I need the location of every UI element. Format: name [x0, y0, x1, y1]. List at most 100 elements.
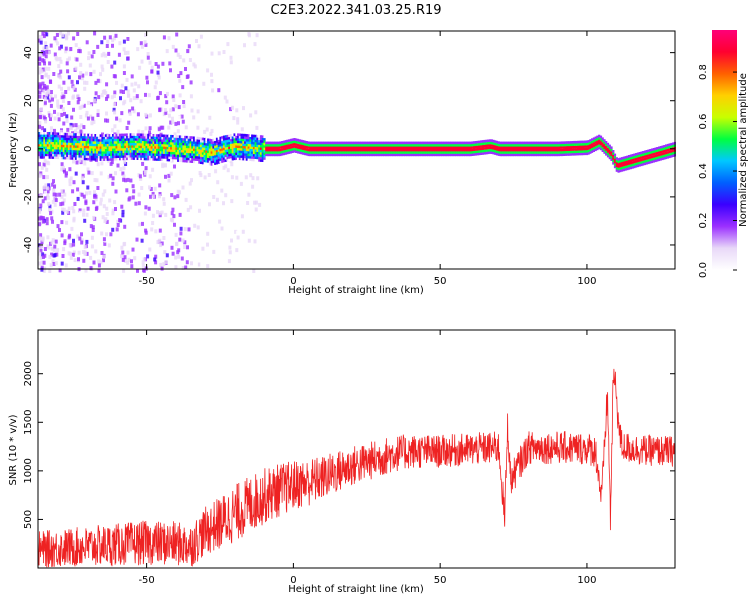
spectrogram-cell [550, 141, 553, 145]
spectrogram-cell [670, 152, 673, 156]
spectrogram-cell [226, 156, 229, 160]
spectrogram-cell [138, 150, 141, 153]
spectrogram-cell [425, 141, 428, 145]
spectrogram-cell [328, 146, 331, 149]
spectrogram-cell [547, 146, 550, 149]
spectrogram-cell [279, 151, 282, 154]
spectrogram-cell [38, 222, 42, 227]
spectrogram-cell [365, 153, 368, 157]
spectrogram-cell [49, 93, 53, 98]
spectrogram-cell [179, 231, 183, 236]
spectrogram-cell [552, 153, 555, 157]
spectrogram-cell [64, 156, 67, 160]
spectrogram-cell [89, 148, 92, 151]
spectrogram-cell [117, 138, 120, 142]
spectrogram-cell [619, 164, 622, 168]
spectrogram-cell [427, 153, 430, 157]
spectrogram-cell [471, 146, 474, 149]
spectrogram-cell [64, 147, 67, 150]
spectrogram-cell [527, 144, 530, 147]
spectrogram-cell [38, 251, 42, 256]
spectrogram-cell [457, 153, 460, 157]
spectrogram-cell [550, 148, 553, 152]
spectrogram-cell [67, 140, 71, 143]
spectrogram-cell [577, 150, 580, 153]
spectrogram-cell [370, 151, 374, 154]
spectrogram-cell [531, 146, 534, 149]
spectrogram-cell [293, 150, 296, 153]
spectrogram-cell [601, 139, 604, 143]
spectrogram-cell [105, 232, 108, 237]
spectrogram-cell [370, 144, 374, 147]
spectrogram-cell [92, 134, 95, 137]
spectrogram-cell [488, 146, 492, 150]
spectrogram-cell [89, 114, 93, 119]
spectrogram-cell [161, 148, 164, 152]
spectrogram-cell [103, 136, 106, 140]
spectrogram-cell [173, 154, 176, 157]
spectrogram-cell [46, 189, 50, 194]
spectrogram-cell [126, 133, 129, 136]
spectrogram-cell [636, 154, 639, 158]
spectrogram-cell [170, 245, 174, 250]
spectrogram-cell [647, 149, 650, 153]
spectrogram-cell [140, 238, 144, 243]
spectrogram-cell [237, 155, 240, 158]
spectrogram-cell [96, 148, 99, 152]
spectrogram-cell [148, 247, 152, 252]
spectrogram-cell [140, 155, 143, 158]
spectrogram-cell [148, 60, 152, 65]
spectrogram-cell [346, 146, 349, 149]
spectrogram-cell [633, 160, 636, 164]
spectrogram-cell [127, 150, 130, 153]
spectrogram-cell [50, 156, 53, 159]
spectrogram-cell [145, 153, 148, 156]
spectrogram-cell [229, 159, 233, 163]
spectrogram-cell [115, 138, 118, 142]
spectrogram-cell [49, 126, 53, 131]
spectrogram-cell [263, 150, 266, 153]
spectrogram-cell [580, 143, 583, 146]
spectrogram-cell [39, 215, 43, 220]
spectrogram-cell [495, 148, 499, 151]
spectrogram-cell [369, 144, 372, 147]
spectrogram-cell [85, 110, 89, 115]
spectrogram-cell [108, 158, 111, 161]
spectrogram-cell [152, 138, 155, 142]
spectrogram-cell [245, 155, 248, 159]
spectrogram-cell [189, 205, 193, 210]
spectrogram-cell [214, 159, 217, 163]
spectrogram-cell [437, 153, 440, 157]
spectrogram-cell [393, 153, 396, 157]
spectrogram-cell [122, 157, 125, 161]
spectrogram-cell [605, 143, 608, 146]
spectrogram-cell [666, 153, 669, 157]
spectrogram-cell [541, 153, 544, 157]
spectrogram-cell [200, 159, 203, 162]
spectrogram-cell [388, 146, 391, 149]
spectrogram-cell [298, 146, 301, 150]
spectrogram-cell [436, 144, 439, 147]
spectrogram-cell [395, 146, 398, 149]
spectrogram-cell [59, 144, 62, 148]
spectrogram-cell [136, 41, 140, 46]
spectrogram-cell [247, 146, 250, 149]
spectrogram-cell [536, 144, 539, 147]
spectrogram-cell [124, 155, 127, 158]
spectrogram-cell [184, 147, 187, 151]
spectrogram-cell [397, 151, 400, 154]
spectrogram-cell [257, 57, 261, 62]
spectrogram-cell [44, 190, 47, 195]
spectrogram-cell [89, 104, 92, 109]
spectrogram-cell [400, 151, 403, 154]
spectrogram-cell [569, 150, 573, 154]
spectrogram-cell [444, 153, 448, 157]
spectrogram-cell [226, 151, 229, 155]
spectrogram-cell [144, 168, 148, 173]
spectrogram-cell [309, 141, 312, 145]
spectrogram-cell [450, 146, 453, 149]
spectrogram-cell [608, 154, 611, 157]
spectrogram-cell [478, 150, 481, 153]
spectrogram-cell [427, 146, 430, 149]
spectrogram-cell [619, 160, 622, 163]
